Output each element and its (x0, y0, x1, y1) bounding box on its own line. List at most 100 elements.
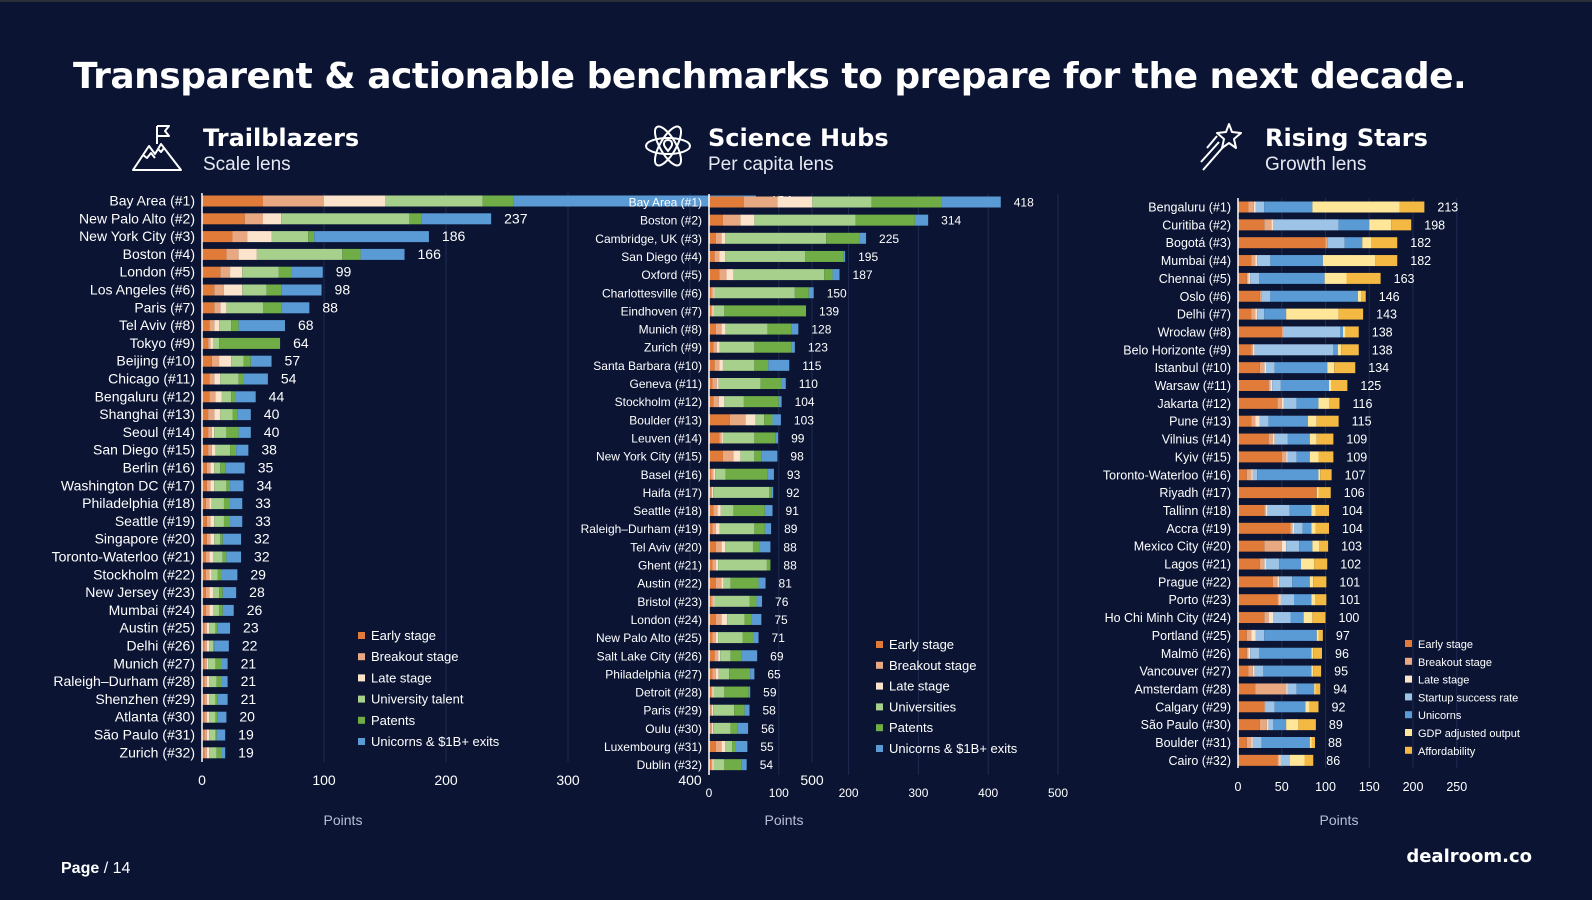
bar-segment (202, 462, 207, 474)
bar-segment (752, 541, 760, 553)
category-label: São Paulo (#31) (94, 727, 195, 743)
category-label: Austin (#25) (120, 620, 195, 636)
bar-segment (1283, 397, 1297, 409)
legend-swatch (358, 716, 365, 724)
bar-segment (805, 250, 844, 262)
bar-segment (221, 391, 232, 403)
bar-segment (238, 373, 244, 385)
data-label: 101 (1339, 575, 1360, 589)
bar-segment (1255, 415, 1260, 427)
bar-segment (1259, 272, 1325, 284)
bar-segment (1281, 326, 1284, 338)
data-label: 99 (791, 431, 805, 445)
bar-segment (206, 747, 210, 759)
bar-segment (709, 359, 715, 371)
bar-segment (1266, 719, 1269, 731)
bar-segment (1238, 362, 1260, 374)
category-label: Austin (#22) (637, 577, 702, 591)
bar-segment (217, 622, 231, 634)
bar-segment (202, 337, 209, 349)
bar-segment (1238, 433, 1269, 445)
bar-segment (208, 409, 215, 421)
bar-segment (1315, 522, 1329, 534)
bar-segment (1255, 255, 1258, 267)
x-tick-label: 0 (706, 786, 713, 800)
bar-segment (215, 391, 222, 403)
bar-segment (1338, 308, 1364, 320)
category-label: Salt Lake City (#26) (597, 649, 702, 663)
bar-segment (722, 359, 755, 371)
x-tick-label: 0 (1235, 780, 1242, 794)
bar-segment (1334, 362, 1356, 374)
bar-segment (204, 711, 207, 723)
bar-segment (202, 391, 210, 403)
bar-segment (221, 676, 228, 688)
bar-segment (1287, 683, 1297, 695)
bar-segment (1257, 469, 1319, 481)
bar-segment (1289, 504, 1312, 516)
bar-segment (220, 409, 233, 421)
data-label: 146 (1379, 290, 1400, 304)
bar-segment (204, 658, 207, 670)
bar-segment (204, 747, 207, 759)
bar-segment (709, 650, 715, 662)
bar-segment (756, 595, 763, 607)
category-label: Geneva (#11) (630, 377, 703, 391)
bar-segment (230, 515, 243, 527)
data-label: 139 (819, 304, 839, 318)
data-label: 182 (1410, 236, 1431, 250)
bar-segment (1313, 647, 1322, 659)
bar-segment (1266, 362, 1275, 374)
bar-segment (750, 668, 755, 680)
category-label: Dublin (#32) (637, 758, 702, 772)
bar-segment (718, 632, 743, 644)
legend-swatch (876, 745, 883, 752)
bar-segment (709, 741, 716, 752)
bar-segment (217, 693, 228, 705)
data-label: 33 (255, 495, 271, 511)
bar-segment (1238, 594, 1278, 606)
bar-segment (230, 444, 237, 456)
category-label: Amsterdam (#28) (1134, 682, 1231, 696)
bar-segment (210, 462, 215, 474)
bar-segment (712, 686, 714, 698)
bar-segment (758, 577, 766, 589)
x-tick-label: 300 (908, 786, 928, 800)
bar-segment (709, 414, 730, 426)
category-label: Beijing (#10) (116, 353, 195, 369)
data-label: 104 (1342, 504, 1363, 518)
bar-segment (202, 711, 205, 723)
category-label: Tel Aviv (#8) (119, 317, 195, 333)
bar-segment (209, 622, 216, 634)
legend-label: Late stage (1418, 675, 1469, 687)
bar-segment (214, 533, 221, 545)
bar-segment (719, 359, 723, 371)
bar-segment (718, 559, 767, 571)
bar-segment (244, 213, 263, 225)
bar-segment (754, 359, 769, 371)
bar-segment (1248, 201, 1254, 213)
bar-segment (482, 195, 514, 207)
legend-label: Patents (371, 713, 416, 728)
bar-segment (214, 462, 221, 474)
bar-segment (1270, 380, 1273, 391)
bar-segment (263, 195, 324, 207)
bar-segment (219, 587, 223, 599)
bar-segment (215, 444, 231, 456)
category-label: Chicago (#11) (108, 371, 195, 387)
bar-segment (202, 426, 209, 438)
bar-segment (202, 195, 263, 207)
bar-segment (709, 559, 713, 571)
bar-segment (230, 266, 243, 278)
bar-segment (1264, 558, 1266, 570)
bar-segment (231, 355, 244, 367)
bar-segment (209, 320, 215, 332)
legend-swatch (876, 703, 883, 711)
bar-segment (202, 213, 245, 225)
bar-segment (202, 693, 205, 705)
bar-segment (1344, 237, 1363, 249)
bar-segment (209, 373, 215, 385)
bar-segment (211, 355, 220, 367)
data-label: 65 (767, 667, 781, 681)
bar-segment (741, 650, 758, 662)
